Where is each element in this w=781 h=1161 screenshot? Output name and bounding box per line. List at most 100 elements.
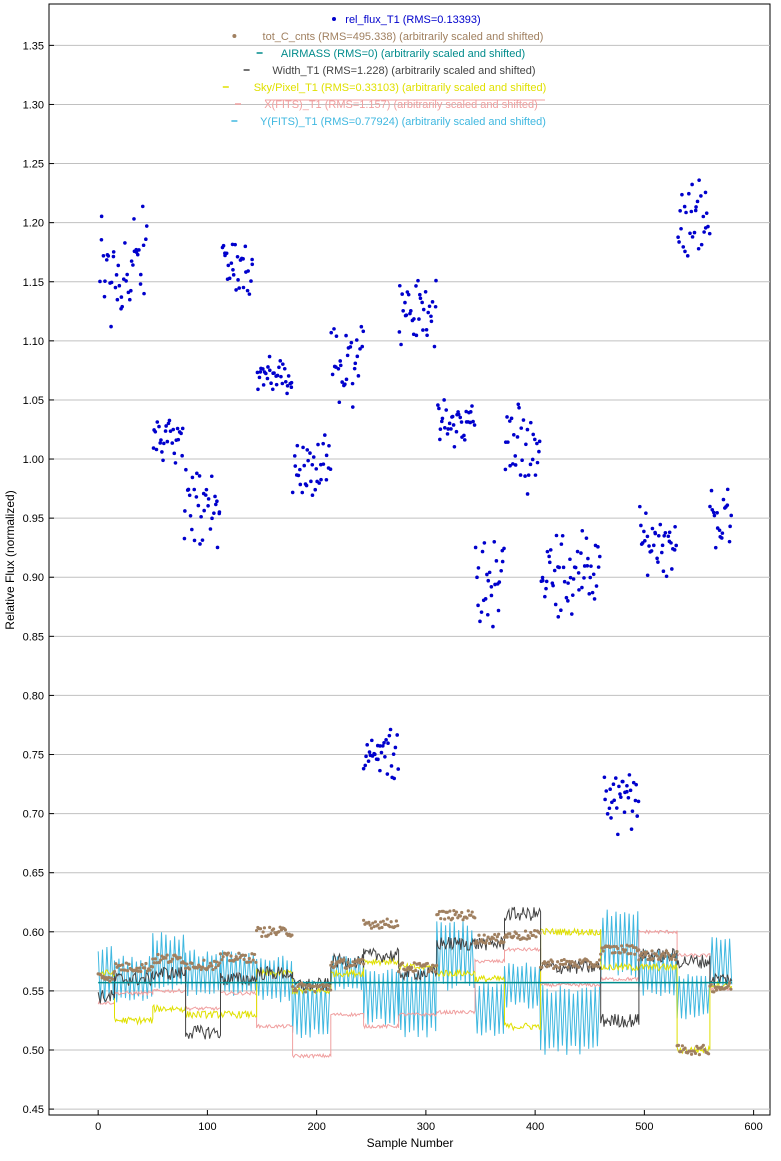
rel-flux-point bbox=[116, 263, 121, 268]
rel-flux-point bbox=[182, 536, 187, 541]
tot-c-cnts-point bbox=[557, 966, 561, 970]
rel-flux-point bbox=[194, 495, 199, 499]
tot-c-cnts-point bbox=[252, 952, 257, 957]
rel-flux-point bbox=[709, 488, 714, 493]
rel-flux-point bbox=[171, 427, 176, 432]
rel-flux-point bbox=[233, 242, 237, 247]
x-tick-label: 400 bbox=[526, 1121, 544, 1133]
rel-flux-point bbox=[298, 482, 303, 487]
rel-flux-point bbox=[360, 344, 365, 349]
rel-flux-point bbox=[144, 237, 148, 242]
rel-flux-point bbox=[313, 487, 318, 492]
rel-flux-point bbox=[687, 191, 691, 196]
rel-flux-point bbox=[106, 254, 111, 258]
tot-c-cnts-point bbox=[663, 954, 667, 958]
tot-c-cnts-point bbox=[450, 916, 455, 920]
rel-flux-point bbox=[208, 527, 213, 531]
rel-flux-point bbox=[387, 733, 392, 738]
rel-flux-point bbox=[255, 370, 260, 375]
rel-flux-point bbox=[187, 493, 192, 498]
rel-flux-point bbox=[324, 477, 329, 482]
tot-c-cnts-point bbox=[380, 925, 384, 930]
rel-flux-point bbox=[115, 297, 120, 302]
rel-flux-point bbox=[161, 458, 165, 463]
rel-flux-point bbox=[258, 370, 263, 374]
y-tick-label: 1.10 bbox=[23, 336, 44, 348]
rel-flux-point bbox=[437, 406, 441, 411]
tot-c-cnts-point bbox=[526, 934, 530, 938]
rel-flux-point bbox=[246, 269, 250, 273]
tot-c-cnts-point bbox=[207, 964, 211, 968]
rel-flux-point bbox=[247, 292, 252, 296]
tot-c-cnts-point bbox=[620, 944, 624, 948]
rel-flux-point bbox=[412, 317, 416, 321]
tot-c-cnts-point bbox=[143, 966, 147, 970]
gridlines bbox=[49, 44, 770, 1110]
rel-flux-point bbox=[175, 426, 180, 431]
rel-flux-point bbox=[631, 780, 636, 785]
tot-c-cnts-point bbox=[637, 958, 641, 962]
tot-c-cnts-point bbox=[610, 951, 615, 955]
rel-flux-point bbox=[429, 314, 433, 319]
rel-flux-point bbox=[554, 533, 559, 538]
rel-flux-point bbox=[99, 214, 104, 219]
rel-flux-point bbox=[577, 588, 581, 592]
tot-c-cnts-point bbox=[351, 960, 355, 964]
rel-flux-point bbox=[384, 738, 388, 742]
rel-flux-point bbox=[268, 368, 272, 373]
rel-flux-point bbox=[506, 440, 510, 444]
tot-c-cnts-point bbox=[211, 967, 215, 972]
rel-flux-point bbox=[361, 766, 366, 771]
rel-flux-point bbox=[528, 420, 533, 425]
rel-flux-point bbox=[515, 435, 520, 439]
rel-flux-point bbox=[356, 374, 361, 378]
rel-flux-point bbox=[444, 408, 449, 412]
rel-flux-point bbox=[306, 458, 310, 463]
rel-flux-point bbox=[227, 276, 232, 281]
rel-flux-point bbox=[302, 463, 307, 468]
rel-flux-point bbox=[403, 300, 407, 305]
rel-flux-point bbox=[701, 214, 706, 219]
rel-flux-point bbox=[338, 363, 343, 368]
y-tick-label: 0.60 bbox=[23, 927, 44, 939]
rel-flux-point bbox=[270, 387, 275, 392]
tot-c-cnts-point bbox=[529, 930, 533, 935]
tot-c-cnts-point bbox=[502, 940, 506, 944]
rel-flux-point bbox=[566, 599, 570, 603]
rel-flux-point bbox=[459, 420, 464, 424]
tot-c-cnts-point bbox=[327, 984, 331, 988]
tot-c-cnts-point bbox=[379, 920, 383, 924]
tot-c-cnts-point bbox=[477, 933, 481, 937]
rel-flux-point bbox=[570, 593, 575, 597]
tot-c-cnts-point bbox=[486, 935, 490, 939]
rel-flux-point bbox=[528, 462, 533, 467]
tot-c-cnts-point bbox=[456, 916, 460, 920]
rel-flux-point bbox=[711, 510, 716, 515]
rel-flux-point bbox=[611, 782, 616, 786]
rel-flux-point bbox=[165, 439, 170, 444]
tot-c-cnts-point bbox=[393, 924, 397, 929]
rel-flux-point bbox=[666, 534, 671, 539]
rel-flux-point bbox=[183, 509, 187, 513]
rel-flux-point bbox=[580, 528, 585, 533]
tot-c-cnts-point bbox=[237, 951, 241, 955]
rel-flux-point bbox=[682, 204, 687, 209]
rel-flux-point bbox=[344, 377, 349, 382]
tot-c-cnts-point bbox=[689, 1052, 694, 1056]
tot-c-cnts-point bbox=[371, 921, 375, 925]
rel-flux-point bbox=[280, 381, 285, 386]
tot-c-cnts-point bbox=[246, 960, 250, 964]
rel-flux-point bbox=[489, 584, 494, 589]
rel-flux-point bbox=[213, 502, 218, 507]
tot-c-cnts-point bbox=[612, 944, 616, 949]
rel-flux-point bbox=[614, 806, 619, 810]
tot-c-cnts-point bbox=[595, 960, 599, 965]
rel-flux-point bbox=[241, 257, 245, 261]
rel-flux-point bbox=[144, 224, 149, 228]
rel-flux-point bbox=[281, 362, 285, 366]
tot-c-cnts-point bbox=[148, 968, 152, 972]
rel-flux-point bbox=[677, 240, 681, 244]
tot-c-cnts-point bbox=[634, 946, 638, 950]
tot-c-cnts-point bbox=[545, 964, 549, 969]
tot-c-cnts-point bbox=[476, 941, 480, 945]
